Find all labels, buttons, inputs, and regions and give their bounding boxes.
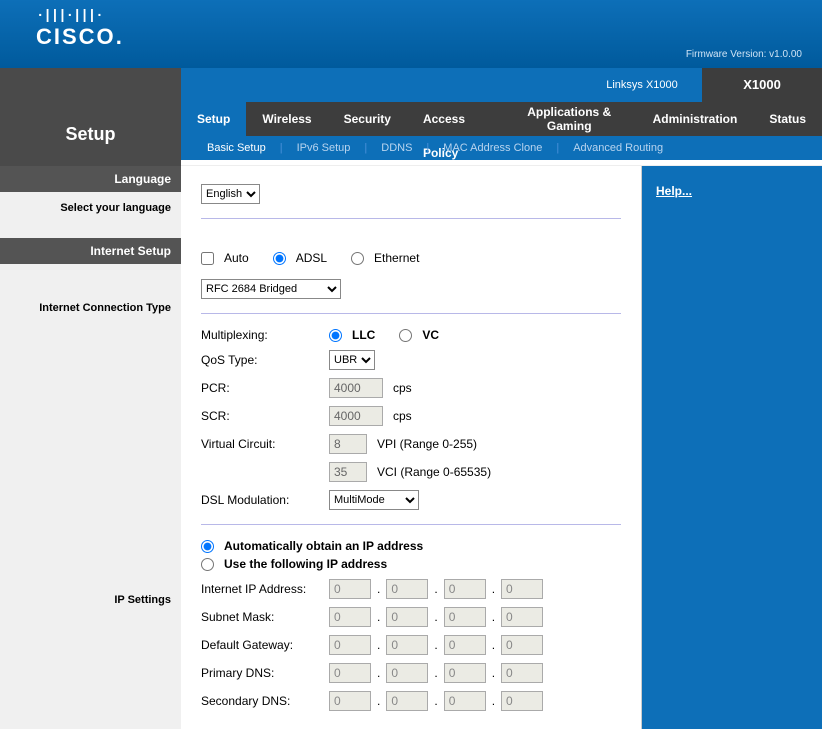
qos-select[interactable]: UBR [329, 350, 375, 370]
subtab-mac-clone[interactable]: MAC Address Clone [429, 142, 556, 154]
ip-octet-input[interactable] [501, 663, 543, 683]
ip-static-radio[interactable] [201, 558, 214, 571]
section-internet-setup-header: Internet Setup [0, 238, 181, 264]
dslmod-label: DSL Modulation: [201, 493, 329, 507]
form-area: English Auto ADSL Ethernet RFC 2684 Brid… [181, 166, 642, 729]
ip-auto-label: Automatically obtain an IP address [224, 539, 423, 553]
ip-octet-input[interactable] [386, 635, 428, 655]
ip-octet-input[interactable] [501, 579, 543, 599]
ethernet-label: Ethernet [374, 251, 419, 265]
subtab-ipv6-setup[interactable]: IPv6 Setup [283, 142, 365, 154]
ethernet-radio[interactable] [351, 252, 364, 265]
tab-applications-gaming[interactable]: Applications & Gaming [502, 102, 637, 136]
page-title: Setup [0, 102, 181, 166]
label-select-language: Select your language [0, 192, 181, 224]
mux-vc-radio[interactable] [399, 329, 412, 342]
ip-field-label: Secondary DNS: [201, 694, 329, 708]
qos-label: QoS Type: [201, 353, 329, 367]
tab-wireless[interactable]: Wireless [246, 102, 327, 136]
vpi-input[interactable] [329, 434, 367, 454]
language-select[interactable]: English [201, 184, 260, 204]
ip-octet-input[interactable] [329, 635, 371, 655]
title-bar: Linksys X1000 X1000 [0, 68, 822, 102]
tab-setup[interactable]: Setup [181, 102, 246, 136]
ip-octet-input[interactable] [329, 579, 371, 599]
logo-text: CISCO. [36, 24, 124, 50]
ip-field-label: Internet IP Address: [201, 582, 329, 596]
ip-octet-input[interactable] [501, 691, 543, 711]
vc-label: Virtual Circuit: [201, 437, 329, 451]
left-column: Language Select your language Internet S… [0, 166, 181, 729]
divider [201, 218, 621, 219]
logo-bars: ·|||·|||· [36, 8, 124, 24]
ip-octet-input[interactable] [386, 607, 428, 627]
vpi-unit: VPI (Range 0-255) [377, 437, 477, 451]
auto-label: Auto [224, 251, 249, 265]
ip-octet-input[interactable] [386, 579, 428, 599]
tab-security[interactable]: Security [328, 102, 407, 136]
ip-octet-input[interactable] [329, 663, 371, 683]
ip-octet-input[interactable] [329, 607, 371, 627]
vci-input[interactable] [329, 462, 367, 482]
pcr-label: PCR: [201, 381, 329, 395]
label-ip-settings: IP Settings [0, 584, 181, 616]
firmware-version: Firmware Version: v1.0.00 [686, 49, 802, 60]
ip-octet-input[interactable] [501, 607, 543, 627]
scr-input[interactable] [329, 406, 383, 426]
ip-field-label: Subnet Mask: [201, 610, 329, 624]
ip-field-label: Default Gateway: [201, 638, 329, 652]
cisco-logo: ·|||·|||· CISCO. [36, 8, 124, 50]
ip-auto-radio[interactable] [201, 540, 214, 553]
mux-llc-label: LLC [352, 328, 375, 342]
ip-octet-input[interactable] [444, 579, 486, 599]
ip-octet-input[interactable] [501, 635, 543, 655]
encapsulation-select[interactable]: RFC 2684 Bridged [201, 279, 341, 299]
ip-octet-input[interactable] [444, 635, 486, 655]
sub-tabs: Basic Setup| IPv6 Setup| DDNS| MAC Addre… [181, 136, 822, 160]
model-label: X1000 [702, 68, 822, 102]
ip-field-label: Primary DNS: [201, 666, 329, 680]
tab-access-policy[interactable]: Access Policy [407, 102, 502, 136]
scr-label: SCR: [201, 409, 329, 423]
help-panel: Help... [642, 166, 822, 729]
vci-unit: VCI (Range 0-65535) [377, 465, 491, 479]
ip-octet-input[interactable] [386, 691, 428, 711]
label-connection-type: Internet Connection Type [0, 292, 181, 324]
pcr-unit: cps [393, 381, 412, 395]
ip-octet-input[interactable] [444, 607, 486, 627]
divider [201, 524, 621, 525]
mux-vc-label: VC [422, 328, 439, 342]
help-link[interactable]: Help... [656, 184, 692, 198]
pcr-input[interactable] [329, 378, 383, 398]
mode-radio-group: Auto ADSL Ethernet [201, 251, 621, 265]
tab-status[interactable]: Status [753, 102, 822, 136]
nav: Setup Setup Wireless Security Access Pol… [0, 102, 822, 166]
ip-static-label: Use the following IP address [224, 557, 387, 571]
tab-administration[interactable]: Administration [637, 102, 754, 136]
auto-checkbox[interactable] [201, 252, 214, 265]
ip-octet-input[interactable] [386, 663, 428, 683]
subtab-ddns[interactable]: DDNS [367, 142, 426, 154]
subtab-adv-routing[interactable]: Advanced Routing [559, 142, 677, 154]
subtab-basic-setup[interactable]: Basic Setup [193, 142, 280, 154]
section-language-header: Language [0, 166, 181, 192]
ip-octet-input[interactable] [444, 663, 486, 683]
main-tabs: Setup Wireless Security Access Policy Ap… [181, 102, 822, 136]
scr-unit: cps [393, 409, 412, 423]
header: ·|||·|||· CISCO. Firmware Version: v1.0.… [0, 0, 822, 68]
divider [201, 313, 621, 314]
dslmod-select[interactable]: MultiMode [329, 490, 419, 510]
multiplexing-label: Multiplexing: [201, 328, 329, 342]
ip-octet-input[interactable] [444, 691, 486, 711]
adsl-radio[interactable] [273, 252, 286, 265]
content: Language Select your language Internet S… [0, 166, 822, 729]
ip-octet-input[interactable] [329, 691, 371, 711]
mux-llc-radio[interactable] [329, 329, 342, 342]
product-name: Linksys X1000 [582, 68, 702, 102]
adsl-label: ADSL [296, 251, 327, 265]
